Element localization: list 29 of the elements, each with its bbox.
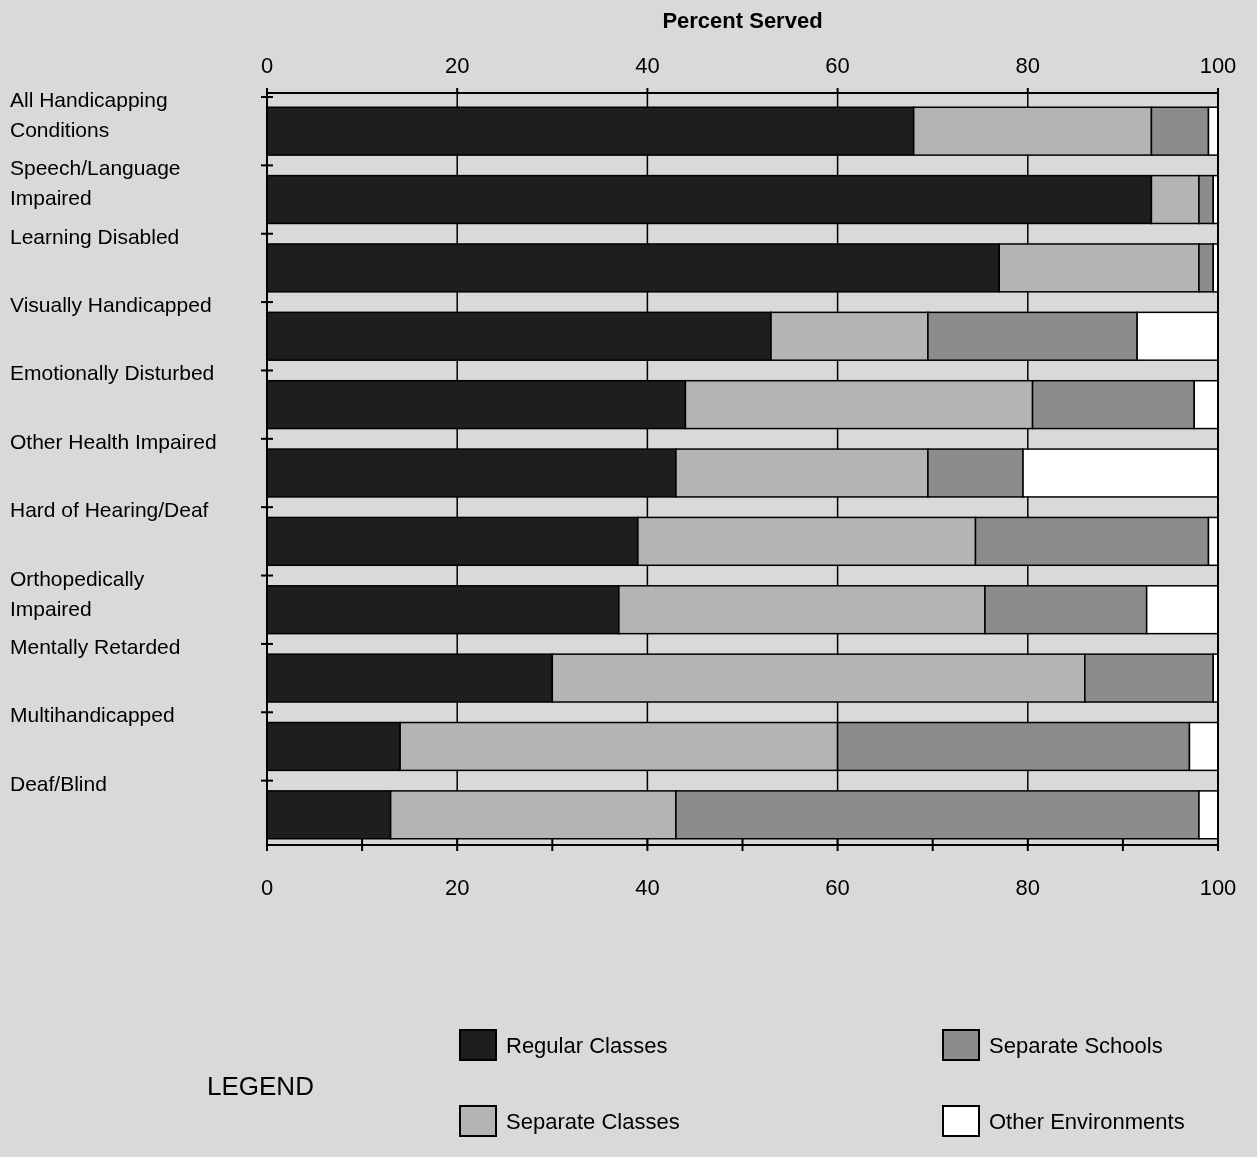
- x2-tick-label: 60: [825, 875, 850, 900]
- y-tick-label: Hard of Hearing/Deaf: [10, 498, 209, 522]
- x-tick-label: 60: [825, 53, 850, 78]
- x-tick-label: 80: [1015, 53, 1041, 78]
- x-tick-label: 0: [260, 53, 274, 78]
- x2-tick-label: 80: [1015, 875, 1041, 900]
- y-tick-label: Learning Disabled: [10, 224, 180, 248]
- legend-label: Regular Classes: [506, 1033, 668, 1058]
- y-tick-label: Speech/Language Impaired: [10, 156, 181, 210]
- x2-tick-label: 100: [1199, 875, 1237, 900]
- x-tick-label: 40: [635, 53, 660, 78]
- x-tick-label: 20: [444, 53, 470, 78]
- legend-label: Separate Schools: [989, 1033, 1163, 1058]
- x2-tick-label: 40: [635, 875, 660, 900]
- y-tick-label: All Handicapping Conditions: [10, 88, 168, 141]
- legend-label: Separate Classes: [506, 1109, 680, 1134]
- y-tick-label: Deaf/Blind: [10, 771, 107, 795]
- y-tick-label: Other Health Impaired: [10, 429, 217, 453]
- legend-label: Other Environments: [989, 1109, 1185, 1134]
- y-tick-label: Visually Handicapped: [10, 293, 212, 317]
- y-tick-label: Emotionally Disturbed: [10, 361, 215, 385]
- legend-title: LEGEND: [207, 1071, 314, 1101]
- y-tick-label: Multihandicapped: [10, 703, 175, 727]
- y-tick-label: Mentally Retarded: [10, 634, 181, 658]
- y-tick-label: Orthopedically Impaired: [10, 566, 145, 620]
- x2-tick-label: 20: [444, 875, 470, 900]
- x2-tick-label: 0: [260, 875, 274, 900]
- x2-axis-title: Percent Served: [662, 8, 823, 33]
- x-tick-label: 100: [1199, 53, 1237, 78]
